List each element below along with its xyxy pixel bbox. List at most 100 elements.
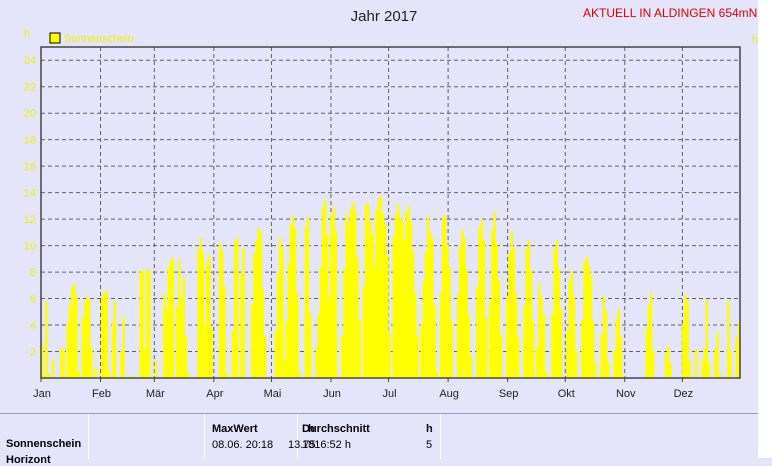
y-tick-label: 8 — [30, 267, 36, 279]
bar — [532, 321, 535, 378]
bar — [433, 305, 436, 378]
bar — [416, 335, 419, 378]
bar — [167, 266, 170, 378]
bar — [476, 286, 479, 378]
bar — [206, 262, 209, 378]
bar — [669, 363, 672, 378]
bar — [122, 317, 125, 378]
max-header: MaxWert — [212, 423, 258, 435]
bar — [396, 204, 400, 378]
bar — [420, 323, 424, 378]
x-tick-label: Apr — [206, 388, 223, 400]
x-tick-label: Feb — [92, 388, 111, 400]
y-tick-label: 10 — [24, 241, 36, 253]
bar — [51, 359, 55, 378]
bar — [251, 303, 254, 378]
y-tick-label: 6 — [30, 294, 36, 306]
info-empty-col — [89, 414, 205, 459]
bar — [508, 253, 511, 378]
x-axis-ticks: Jan Feb Mär Apr Mai Jun Jul Aug Sep Okt Nov Dez — [33, 378, 693, 400]
bars — [41, 195, 741, 378]
bar — [66, 322, 70, 378]
bar — [259, 231, 263, 378]
bar — [345, 215, 348, 378]
bar — [210, 327, 213, 378]
avg-value: 5 — [426, 439, 433, 451]
bar — [542, 314, 546, 378]
bar — [317, 314, 321, 378]
max-unit: h — [308, 423, 315, 435]
y-tick-label: 18 — [24, 135, 36, 147]
bar — [257, 228, 261, 378]
bar — [684, 294, 687, 378]
bar — [592, 321, 595, 378]
bar — [131, 375, 134, 378]
bar — [667, 346, 670, 378]
bar — [493, 212, 496, 378]
bar — [384, 224, 387, 378]
bar — [411, 250, 415, 378]
bar — [148, 270, 151, 378]
bar — [737, 322, 741, 378]
legend-label: Sonnenschein — [64, 33, 134, 45]
bar — [309, 313, 312, 378]
bar — [321, 207, 325, 378]
x-tick-label: Mai — [264, 388, 282, 400]
bar — [304, 227, 308, 378]
max-time: 08.06. 20:18 — [212, 439, 274, 451]
bar — [540, 295, 544, 378]
bar — [77, 371, 80, 378]
bar — [283, 360, 286, 378]
x-tick-label: Jul — [383, 388, 397, 400]
bar — [523, 305, 526, 378]
bar — [319, 266, 323, 378]
bar — [171, 257, 175, 378]
bar — [343, 269, 346, 378]
bar — [459, 246, 462, 378]
info-avg-col: Durchschnitt h 1816:52 h 5 — [298, 414, 441, 459]
bar — [180, 297, 183, 378]
bar — [463, 237, 466, 378]
right-axis-unit: h — [752, 34, 758, 46]
bar — [165, 309, 168, 378]
bar — [276, 273, 280, 378]
bar — [585, 256, 589, 378]
bar — [60, 347, 63, 378]
y-tick-label: 4 — [30, 320, 36, 332]
bar — [242, 248, 246, 378]
bar — [594, 363, 597, 378]
bar — [163, 294, 166, 378]
bar — [399, 216, 402, 378]
bar — [107, 371, 110, 378]
chart-title: Jahr 2017 — [351, 8, 418, 25]
bar — [431, 237, 434, 378]
bar — [701, 359, 704, 378]
bar — [619, 336, 623, 378]
bar — [441, 217, 445, 378]
x-tick-label: Sep — [499, 388, 519, 400]
x-tick-label: Jun — [323, 388, 341, 400]
bar — [426, 216, 430, 378]
y-axis-unit: h — [24, 28, 30, 40]
bar — [101, 297, 104, 378]
info-max-col: MaxWert h 08.06. 20:18 13.75 — [205, 414, 316, 459]
bar — [328, 297, 331, 378]
bar — [525, 248, 529, 378]
bar — [111, 322, 115, 378]
bar — [467, 314, 471, 378]
bar — [448, 266, 451, 378]
bar — [409, 221, 413, 378]
x-tick-label: Nov — [616, 388, 636, 400]
bar — [240, 273, 243, 378]
y-tick-label: 2 — [30, 347, 36, 359]
bar — [154, 360, 158, 378]
bar — [364, 204, 368, 378]
bar — [371, 233, 374, 378]
y-tick-label: 22 — [24, 82, 36, 94]
bar — [506, 295, 509, 378]
bar — [169, 260, 173, 378]
bar — [285, 321, 288, 378]
bar — [291, 216, 295, 378]
bar — [146, 269, 149, 378]
